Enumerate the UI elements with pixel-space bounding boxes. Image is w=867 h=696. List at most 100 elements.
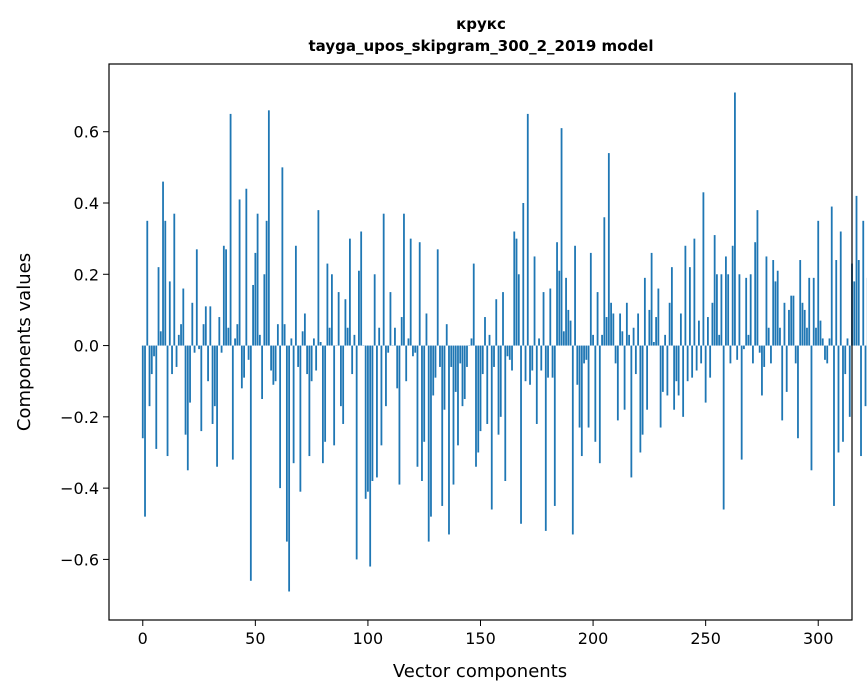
bar-55 <box>265 220 268 346</box>
bar-314 <box>848 345 851 417</box>
bar-178 <box>542 292 545 346</box>
bar-108 <box>385 345 387 407</box>
bar-249 <box>702 192 705 346</box>
bar-106 <box>380 345 383 446</box>
bar-124 <box>421 345 423 481</box>
bar-88 <box>340 345 342 407</box>
bar-179 <box>544 345 547 531</box>
bar-252 <box>709 345 712 378</box>
y-tick-label: 0.6 <box>74 123 99 142</box>
bar-208 <box>610 302 612 346</box>
bar-245 <box>693 238 696 346</box>
bar-48 <box>249 345 252 581</box>
bar-23 <box>193 345 196 353</box>
bar-89 <box>342 345 345 424</box>
bar-76 <box>312 338 315 346</box>
bar-187 <box>562 331 565 346</box>
bar-92 <box>349 238 351 346</box>
bar-182 <box>551 345 554 378</box>
bar-160 <box>502 292 504 346</box>
bar-232 <box>664 334 667 346</box>
y-tick-label: −0.6 <box>60 550 99 569</box>
bar-12 <box>168 281 171 346</box>
bar-159 <box>499 345 502 417</box>
bar-120 <box>412 345 414 357</box>
bar-116 <box>403 213 405 346</box>
bar-77 <box>315 345 318 371</box>
bar-200 <box>592 334 594 346</box>
bar-268 <box>745 277 748 346</box>
bar-259 <box>725 256 727 346</box>
bar-172 <box>529 345 531 385</box>
bar-193 <box>576 345 579 385</box>
bar-170 <box>524 345 527 382</box>
bar-144 <box>466 345 468 367</box>
bar-14 <box>173 213 176 346</box>
bar-205 <box>603 217 606 346</box>
bar-237 <box>675 345 678 382</box>
bar-192 <box>574 245 576 346</box>
bar-140 <box>457 345 459 446</box>
bar-223 <box>643 277 646 346</box>
bar-225 <box>648 309 651 346</box>
x-tick-label: 0 <box>138 629 148 648</box>
bar-167 <box>517 274 520 346</box>
bar-258 <box>722 345 725 510</box>
bar-107 <box>382 213 385 346</box>
bar-207 <box>607 153 610 346</box>
bar-20 <box>186 345 189 471</box>
bar-271 <box>752 345 754 364</box>
x-axis-label: Vector components <box>393 661 567 682</box>
bar-214 <box>623 345 626 410</box>
bar-188 <box>565 277 567 346</box>
bar-269 <box>747 334 750 346</box>
bars-group <box>141 92 867 592</box>
bar-238 <box>677 345 680 396</box>
bar-277 <box>765 256 768 346</box>
bar-289 <box>792 295 795 346</box>
bar-301 <box>819 320 822 346</box>
bar-233 <box>666 345 669 396</box>
bar-40 <box>231 345 234 460</box>
bar-60 <box>276 324 279 346</box>
bar-102 <box>371 345 374 481</box>
bar-293 <box>801 302 804 346</box>
bar-66 <box>290 338 293 346</box>
bar-81 <box>324 345 327 442</box>
bar-220 <box>637 313 640 346</box>
bar-316 <box>853 281 856 346</box>
bar-121 <box>414 345 417 353</box>
bar-189 <box>567 309 570 346</box>
bar-13 <box>171 345 173 375</box>
bar-255 <box>716 274 718 346</box>
bar-228 <box>655 317 658 346</box>
x-tick-label: 50 <box>245 629 265 648</box>
bar-162 <box>506 345 509 357</box>
bar-7 <box>157 267 160 346</box>
bar-1 <box>144 345 146 517</box>
bar-75 <box>310 345 313 382</box>
bar-185 <box>558 270 561 346</box>
bar-157 <box>495 299 498 346</box>
bar-117 <box>405 345 408 382</box>
bar-50 <box>254 252 257 346</box>
bar-299 <box>815 327 817 346</box>
bar-272 <box>754 242 757 346</box>
bar-42 <box>236 324 239 346</box>
bar-304 <box>826 345 829 364</box>
bar-118 <box>407 338 410 346</box>
bar-46 <box>245 188 248 346</box>
bar-83 <box>328 327 331 346</box>
bar-73 <box>306 345 309 375</box>
bar-180 <box>547 345 549 378</box>
bar-181 <box>549 288 552 346</box>
bar-114 <box>398 345 401 485</box>
bar-166 <box>515 238 518 346</box>
bar-230 <box>659 345 662 428</box>
bar-87 <box>337 292 340 346</box>
bar-221 <box>639 345 642 453</box>
y-tick-label: 0.0 <box>74 337 99 356</box>
bar-163 <box>508 345 511 360</box>
bar-286 <box>785 345 788 392</box>
bar-320 <box>862 220 865 346</box>
